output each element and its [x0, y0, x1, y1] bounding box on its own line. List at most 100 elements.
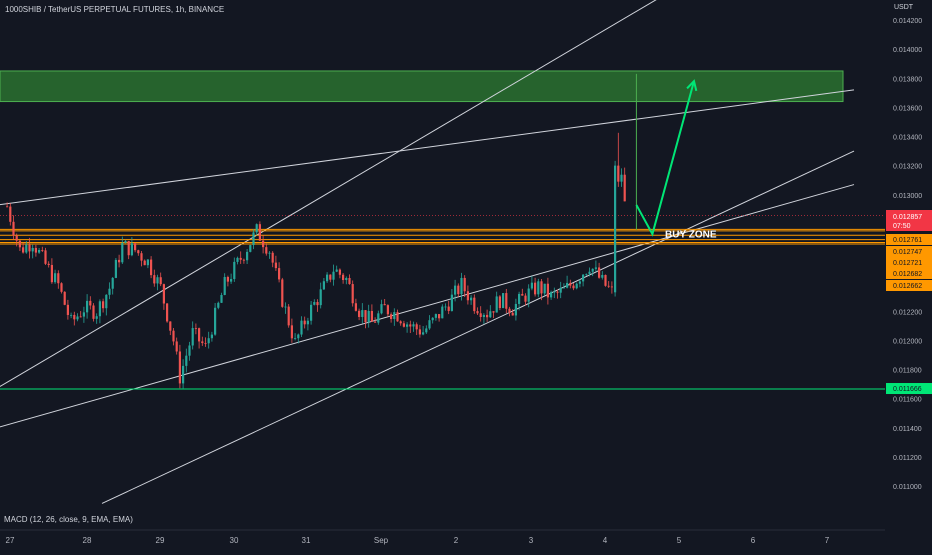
candle[interactable] — [575, 283, 578, 289]
candle[interactable] — [226, 277, 229, 282]
candle[interactable] — [470, 297, 473, 301]
candle[interactable] — [230, 279, 233, 282]
candle[interactable] — [345, 277, 348, 281]
candle[interactable] — [25, 244, 28, 253]
candle[interactable] — [518, 293, 521, 304]
candle[interactable] — [482, 314, 485, 318]
candle[interactable] — [358, 310, 361, 317]
candle[interactable] — [162, 284, 165, 304]
candle[interactable] — [399, 321, 402, 324]
trend-line[interactable] — [101, 150, 855, 504]
candle[interactable] — [617, 165, 620, 182]
candle[interactable] — [604, 274, 607, 286]
candle[interactable] — [383, 304, 386, 306]
candle[interactable] — [121, 242, 124, 263]
candle[interactable] — [338, 269, 341, 275]
candle[interactable] — [255, 224, 258, 233]
candle[interactable] — [598, 267, 601, 278]
projection-arrow[interactable] — [635, 80, 695, 237]
candle[interactable] — [514, 303, 517, 316]
candle[interactable] — [431, 317, 434, 321]
candle[interactable] — [262, 240, 265, 248]
candle[interactable] — [236, 257, 239, 262]
candle[interactable] — [572, 285, 575, 289]
candle[interactable] — [623, 174, 626, 202]
candle[interactable] — [444, 306, 447, 308]
candle[interactable] — [15, 235, 18, 241]
candle[interactable] — [185, 355, 188, 366]
candle[interactable] — [297, 334, 300, 339]
candle[interactable] — [278, 268, 281, 280]
candle[interactable] — [111, 277, 114, 289]
candle[interactable] — [505, 293, 508, 309]
candle[interactable] — [415, 324, 418, 330]
candle[interactable] — [210, 334, 213, 339]
candle[interactable] — [242, 259, 245, 261]
candle[interactable] — [178, 351, 181, 384]
candle[interactable] — [386, 305, 389, 315]
candle[interactable] — [274, 262, 277, 269]
candle[interactable] — [294, 338, 297, 340]
candle[interactable] — [252, 232, 255, 246]
candle[interactable] — [198, 328, 201, 342]
trend-line[interactable] — [0, 0, 854, 394]
candle[interactable] — [380, 304, 383, 314]
candle[interactable] — [239, 257, 242, 260]
candle[interactable] — [578, 281, 581, 284]
candle[interactable] — [370, 310, 373, 322]
candle[interactable] — [191, 328, 194, 346]
candle[interactable] — [530, 282, 533, 289]
candle[interactable] — [601, 274, 604, 278]
candle[interactable] — [159, 277, 162, 285]
candle[interactable] — [585, 273, 588, 275]
candle[interactable] — [303, 320, 306, 325]
candle[interactable] — [313, 302, 316, 305]
candle[interactable] — [150, 259, 153, 276]
candle[interactable] — [300, 320, 303, 335]
candle[interactable] — [540, 281, 543, 294]
candle[interactable] — [450, 294, 453, 311]
candle[interactable] — [169, 321, 172, 331]
candle[interactable] — [364, 310, 367, 323]
candle[interactable] — [466, 291, 469, 301]
candle[interactable] — [438, 314, 441, 319]
candle[interactable] — [95, 316, 98, 319]
candle[interactable] — [6, 206, 9, 208]
candle[interactable] — [66, 304, 69, 315]
candle[interactable] — [118, 259, 121, 263]
candle[interactable] — [537, 281, 540, 295]
candle[interactable] — [140, 253, 143, 261]
candle[interactable] — [422, 332, 425, 335]
candle[interactable] — [393, 312, 396, 319]
candle[interactable] — [348, 277, 351, 285]
candle[interactable] — [38, 249, 41, 253]
candle[interactable] — [34, 247, 37, 253]
candle[interactable] — [527, 288, 530, 302]
candle[interactable] — [354, 303, 357, 311]
macd-indicator-label[interactable]: MACD (12, 26, close, 9, EMA, EMA) — [4, 515, 133, 524]
candle[interactable] — [489, 311, 492, 318]
candle[interactable] — [441, 306, 444, 319]
candle[interactable] — [591, 268, 594, 272]
candle[interactable] — [194, 328, 197, 329]
candle[interactable] — [319, 289, 322, 306]
candle[interactable] — [70, 314, 73, 316]
candle[interactable] — [127, 241, 130, 256]
candle[interactable] — [463, 277, 466, 292]
candle[interactable] — [322, 281, 325, 290]
candle[interactable] — [473, 297, 476, 312]
candle[interactable] — [310, 304, 313, 321]
candle[interactable] — [553, 291, 556, 293]
candle[interactable] — [521, 293, 524, 296]
candle[interactable] — [342, 274, 345, 281]
candle[interactable] — [550, 292, 553, 298]
candle[interactable] — [479, 313, 482, 318]
candle[interactable] — [268, 252, 271, 254]
candle[interactable] — [31, 247, 34, 252]
candle[interactable] — [556, 291, 559, 293]
candle[interactable] — [594, 267, 597, 269]
candle[interactable] — [390, 314, 393, 319]
trend-line[interactable] — [0, 184, 855, 431]
candle[interactable] — [367, 310, 370, 323]
